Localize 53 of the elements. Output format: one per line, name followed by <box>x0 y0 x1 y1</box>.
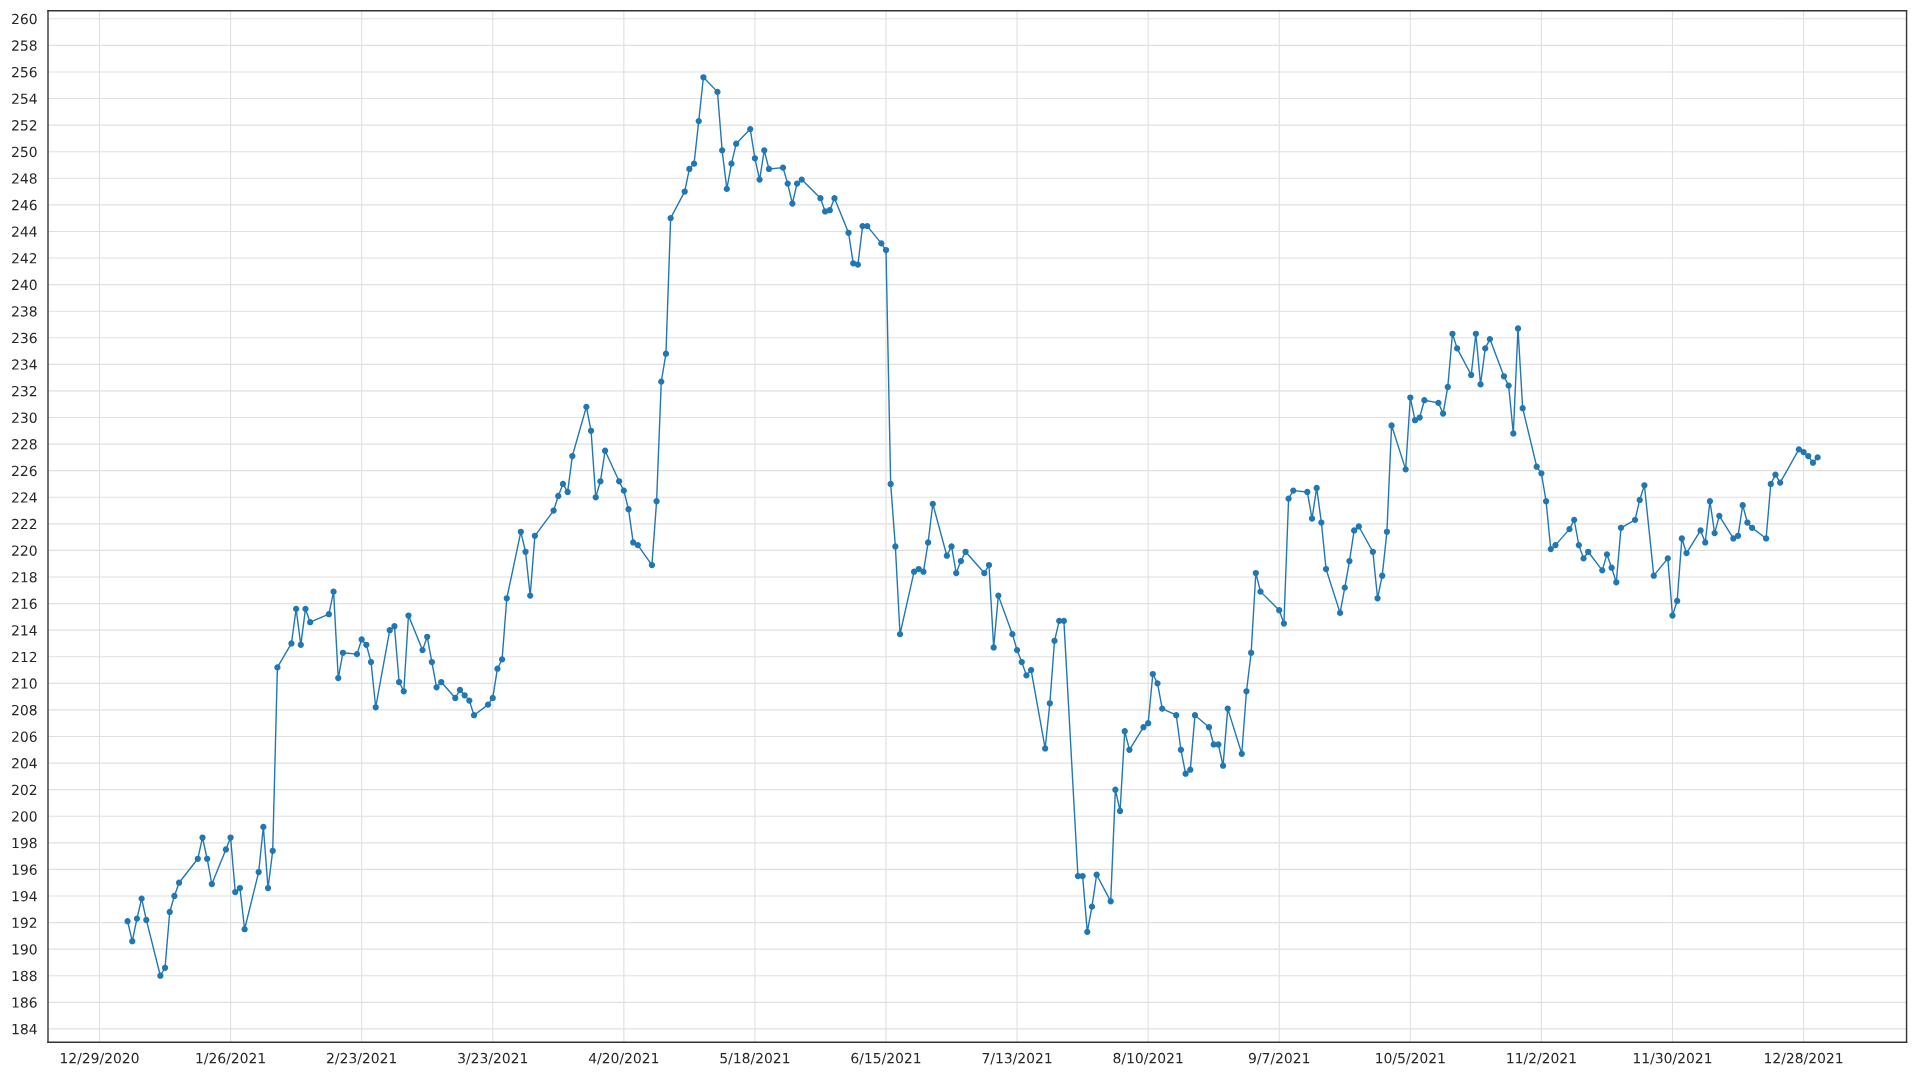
y-tick-label: 194 <box>12 890 37 902</box>
x-tick-label: 11/30/2021 <box>1633 1052 1712 1065</box>
y-tick-label: 238 <box>12 306 37 317</box>
x-tick-label: 1/26/2021 <box>196 1052 265 1065</box>
y-tick-label: 230 <box>12 412 37 423</box>
x-tick-label: 12/29/2020 <box>61 1052 139 1065</box>
y-tick-label: 202 <box>12 784 37 796</box>
y-tick-label: 208 <box>12 704 37 716</box>
y-tick-label: 222 <box>12 518 37 530</box>
y-tick-label: 200 <box>12 811 37 822</box>
y-tick-label: 224 <box>12 492 37 503</box>
y-tick-label: 188 <box>12 970 37 982</box>
y-tick-label: 250 <box>12 146 37 158</box>
y-tick-label: 196 <box>12 864 37 875</box>
y-tick-label: 218 <box>12 571 37 583</box>
x-tick-label: 2/23/2021 <box>327 1052 396 1065</box>
y-tick-label: 190 <box>12 944 37 955</box>
x-tick-label: 3/23/2021 <box>458 1052 528 1065</box>
x-tick-label: 11/2/2021 <box>1507 1052 1576 1065</box>
y-tick-label: 248 <box>12 173 37 184</box>
y-tick-label: 206 <box>12 731 37 742</box>
y-tick-label: 254 <box>12 93 37 104</box>
x-tick-label: 4/20/2021 <box>588 1052 659 1065</box>
y-tick-label: 234 <box>12 359 37 370</box>
y-tick-label: 256 <box>12 66 37 78</box>
x-tick-label: 6/15/2021 <box>851 1052 921 1065</box>
y-tick-label: 220 <box>12 545 37 556</box>
y-tick-label: 242 <box>12 252 37 264</box>
x-tick-label: 9/7/2021 <box>1248 1052 1310 1065</box>
y-tick-label: 252 <box>12 120 37 131</box>
x-tick-label: 8/10/2021 <box>1113 1052 1183 1065</box>
x-tick-label: 5/18/2021 <box>720 1052 790 1065</box>
y-tick-label: 198 <box>12 837 37 849</box>
x-tick-label: 12/28/2021 <box>1765 1052 1843 1065</box>
y-tick-label: 186 <box>12 997 37 1008</box>
y-tick-label: 240 <box>12 279 37 291</box>
x-tick-label: 10/5/2021 <box>1376 1052 1445 1065</box>
y-tick-label: 210 <box>12 678 37 689</box>
y-tick-label: 258 <box>12 40 37 51</box>
y-tick-label: 236 <box>12 332 37 344</box>
y-tick-label: 192 <box>12 917 37 929</box>
y-tick-label: 212 <box>12 651 37 663</box>
y-tick-label: 232 <box>12 385 37 397</box>
y-tick-label: 260 <box>12 13 37 25</box>
y-tick-label: 244 <box>12 226 37 237</box>
y-tick-label: 214 <box>12 625 37 636</box>
y-tick-label: 226 <box>12 465 37 477</box>
y-tick-label: 216 <box>12 598 37 610</box>
y-tick-label: 246 <box>12 199 37 211</box>
y-tick-label: 204 <box>12 758 37 769</box>
y-tick-label: 228 <box>12 439 37 450</box>
y-tick-label: 184 <box>12 1023 37 1035</box>
x-tick-label: 7/13/2021 <box>982 1052 1052 1065</box>
